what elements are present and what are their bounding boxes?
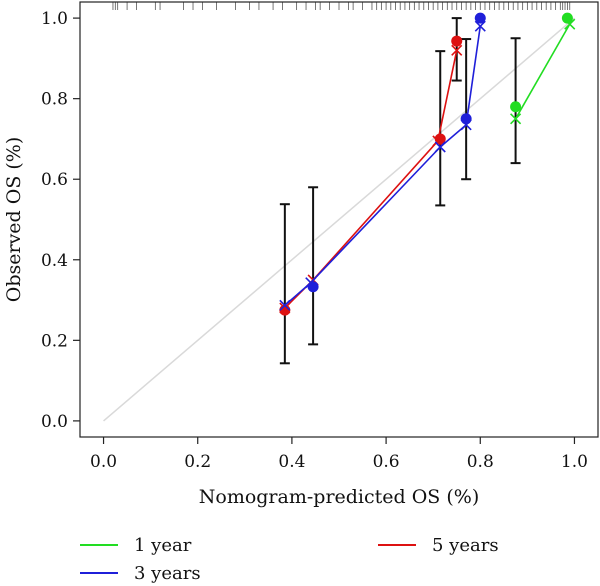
x-tick-label-5: 1.0 — [561, 452, 588, 472]
x-tick-label-2: 0.4 — [278, 452, 305, 472]
x-axis-title: Nomogram-predicted OS (%) — [199, 486, 480, 508]
reference-diagonal-layer — [103, 17, 575, 422]
y-tick-label-3: 0.6 — [41, 170, 68, 190]
plot-frame — [79, 1, 599, 438]
series-1-cross-2 — [434, 141, 446, 153]
series-2-point-1 — [434, 133, 446, 145]
series-1-point-1 — [460, 113, 472, 125]
rug-layer — [112, 2, 571, 10]
errorbar-0-0 — [510, 37, 521, 165]
series-1-point-0 — [307, 281, 319, 293]
errorbar-2-0 — [279, 203, 290, 365]
x-tick-label-0: 0.0 — [90, 452, 117, 472]
y-tick-label-2: 0.4 — [41, 251, 68, 271]
series-1-segment-1 — [310, 146, 441, 284]
series-1-cross-0 — [279, 299, 291, 311]
cross-stroke-b — [279, 299, 291, 311]
series-1-point-2 — [474, 12, 486, 24]
y-axis-title: Observed OS (%) — [3, 137, 25, 303]
cross-stroke-b — [564, 18, 576, 30]
legend-label-0: 1 year — [134, 535, 192, 556]
cross-stroke-b — [510, 113, 522, 125]
errorbar-1-0 — [308, 186, 319, 346]
series-2-segment-1 — [312, 140, 439, 281]
cross-stroke-b — [434, 141, 446, 153]
legend: 1 year 3 years 5 years — [80, 535, 499, 584]
series-0-segment-0 — [514, 23, 571, 120]
series-1-cross-4 — [474, 20, 486, 32]
series-0-cross-0 — [510, 113, 522, 125]
x-tick-label-3: 0.6 — [373, 452, 400, 472]
legend-label-1: 3 years — [134, 563, 201, 584]
y-tick-label-4: 0.8 — [41, 90, 68, 110]
cross-stroke-b — [474, 20, 486, 32]
reference-diagonal-line — [103, 17, 575, 422]
series-0-point-0 — [510, 101, 522, 113]
series-1-segment-3 — [465, 26, 482, 125]
x-tick-label-1: 0.2 — [184, 452, 211, 472]
series-2-cross-3 — [451, 44, 463, 56]
series-2-segment-2 — [437, 50, 458, 142]
series-0-point-1 — [561, 12, 573, 24]
y-tick-label-1: 0.2 — [41, 331, 68, 351]
errorbar-1-1 — [461, 38, 472, 181]
legend-label-2: 5 years — [432, 535, 499, 556]
series-layer — [279, 12, 576, 365]
cross-stroke-b — [451, 44, 463, 56]
y-tick-label-5: 1.0 — [41, 9, 68, 29]
series-2-point-2 — [451, 35, 463, 47]
x-tick-label-4: 0.8 — [467, 452, 494, 472]
y-tick-label-0: 0.0 — [41, 412, 68, 432]
ticks-layer: 0.0 0.2 0.4 0.6 0.8 1.0 0.0 0.2 0.4 0.6 0.8 1.0 — [41, 9, 588, 472]
